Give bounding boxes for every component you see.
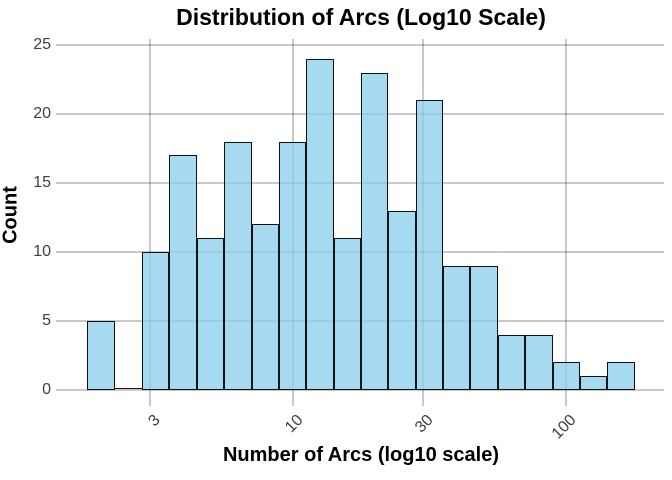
gridline-v	[148, 39, 151, 406]
gridline-h	[56, 389, 664, 391]
gridline-h	[56, 113, 664, 115]
histogram-bar	[333, 238, 361, 390]
chart-title: Distribution of Arcs (Log10 Scale)	[176, 4, 546, 30]
histogram-bar	[251, 224, 279, 390]
x-tick-label: 3	[144, 411, 164, 430]
histogram-bar	[87, 321, 115, 390]
histogram-bar	[552, 362, 580, 390]
y-tick-label: 20	[33, 105, 51, 122]
x-tick-label: 100	[548, 411, 580, 443]
histogram-bar	[470, 265, 498, 390]
histogram-bar	[415, 100, 444, 390]
gridline-h	[56, 44, 664, 46]
histogram-bar	[388, 210, 416, 390]
histogram-bar	[196, 238, 225, 390]
y-tick-label: 10	[33, 243, 51, 260]
y-tick-label: 0	[42, 381, 51, 398]
histogram-bar	[142, 252, 170, 390]
histogram-bar	[224, 141, 252, 390]
histogram-bar	[169, 155, 197, 390]
x-tick-label: 10	[281, 411, 307, 437]
x-axis-label: Number of Arcs (log10 scale)	[222, 444, 500, 466]
histogram-zero-bin	[114, 388, 143, 390]
histogram-bar	[306, 58, 334, 390]
histogram-bar	[278, 141, 307, 390]
y-axis-label: Count	[0, 186, 22, 244]
y-tick-label: 25	[33, 36, 51, 53]
y-tick-label: 15	[33, 174, 51, 191]
gridline-v	[565, 39, 568, 406]
histogram-bar	[443, 265, 471, 390]
histogram-bar	[607, 362, 635, 390]
x-tick-label: 30	[412, 411, 437, 437]
gridline-h	[56, 182, 664, 184]
y-tick-label: 5	[42, 312, 51, 329]
histogram-bar	[525, 334, 553, 390]
histogram-bar	[497, 334, 526, 390]
histogram-bar	[361, 72, 389, 390]
histogram-bar	[579, 376, 608, 390]
